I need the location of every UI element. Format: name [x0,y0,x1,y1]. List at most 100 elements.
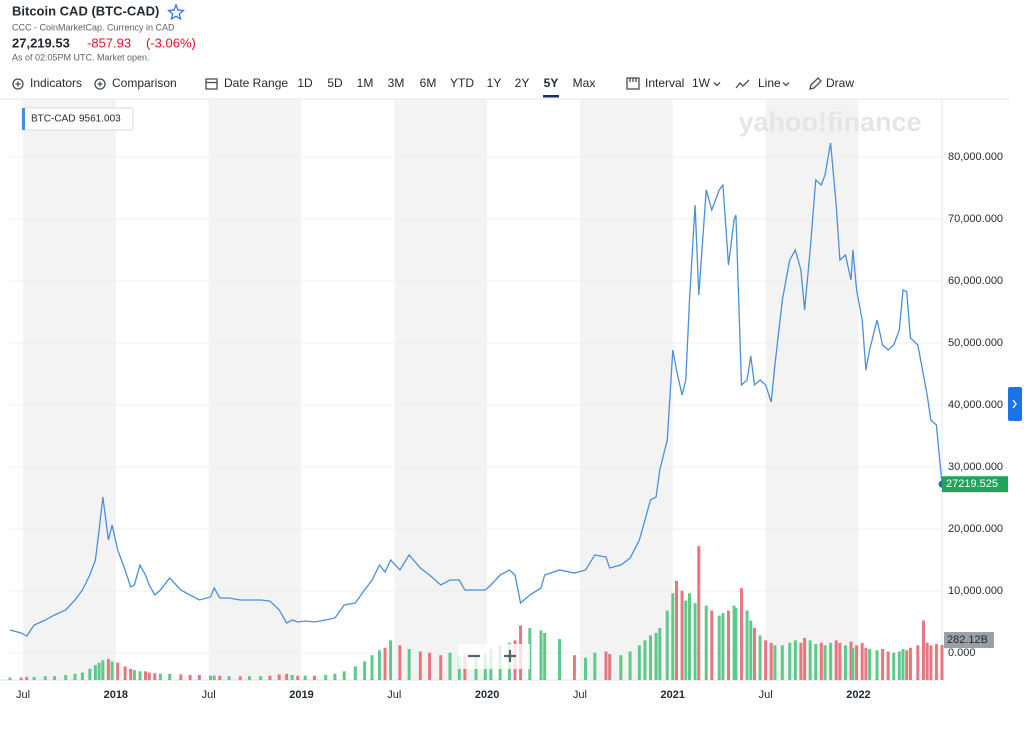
volume-bar [829,642,833,680]
volume-bar [93,665,97,680]
period-band [579,100,673,680]
date-range-button[interactable]: Date Range [224,76,288,90]
y-tick-label: 50,000.000 [948,337,1003,349]
volume-bar [558,639,562,680]
side-panel-tab[interactable] [1008,387,1022,421]
volume-bar [342,671,346,680]
volume-bar [769,642,773,680]
volume-bar [732,605,736,680]
volume-bar [793,640,797,680]
volume-bar [303,675,307,680]
volume-bar [875,650,879,680]
volume-bar [153,673,157,680]
volume-bar [643,640,647,680]
draw-button[interactable]: Draw [826,76,854,90]
range-button[interactable]: 6M [420,76,437,90]
range-button[interactable]: 3M [388,76,405,90]
interval-label[interactable]: Interval [645,76,684,90]
volume-bar [80,672,84,680]
x-tick-label: 2021 [661,689,685,701]
side-panel-arrow [1012,399,1017,409]
range-button[interactable]: YTD [450,76,474,90]
volume-bar [604,651,608,680]
volume-bar [147,672,151,680]
volume-bar [539,630,543,680]
range-button[interactable]: 5Y [544,76,559,90]
change: -857.93 [87,35,131,50]
calendar-icon [205,78,218,90]
volume-bar [247,676,251,680]
last-price-label: 27219.525 [946,478,998,490]
volume-bar [428,652,432,680]
zoom-in[interactable] [504,650,516,662]
y-tick-label: 80,000.000 [948,151,1003,163]
volume-bar [799,642,803,680]
volume-bar [25,676,29,680]
legend-value: 9561.003 [79,114,121,125]
volume-bar [734,608,738,680]
indicators-button[interactable]: Indicators [30,76,82,90]
volume-bar [188,675,192,680]
volume-bar [940,645,944,680]
legend-swatch [22,108,25,130]
volume-bar [934,644,938,680]
volume-bar [834,640,838,680]
range-button[interactable]: 5D [327,76,343,90]
volume-bar [407,649,411,680]
volume-bar [370,655,374,680]
comparison-button[interactable]: Comparison [112,76,177,90]
x-tick-label: 2022 [846,689,870,701]
subtitle: CCC - CoinMarketCap. Currency in CAD [12,22,175,32]
volume-bar [749,620,753,680]
volume-bar [851,647,855,680]
volume-bar [363,661,367,680]
range-button[interactable]: 1M [357,76,374,90]
volume-bar [106,658,110,680]
interval-value[interactable]: 1W [692,76,711,90]
volume-bar [881,649,885,680]
volume-bar [803,637,807,680]
volume-bar [324,675,328,680]
volume-bar [43,676,47,680]
volume-bar [88,668,92,680]
y-tick-label: 40,000.000 [948,399,1003,411]
watchlist-star[interactable] [167,3,185,21]
volume-bar [849,641,853,680]
range-button[interactable]: 1D [297,76,313,90]
volume-bar [901,649,905,680]
volume-bar [290,675,294,680]
volume-bar [704,605,708,680]
volume-box [944,632,994,649]
volume-bar [209,675,213,680]
volume-bar [238,676,242,680]
volume-bar [116,662,120,680]
volume-bar [353,666,357,680]
volume-bar [123,666,127,680]
volume-bar [333,673,337,680]
range-button[interactable]: 1Y [487,76,502,90]
volume-bar [710,610,714,680]
volume-bar [892,652,896,680]
volume-bar [671,593,675,680]
range-button[interactable]: Max [573,76,596,90]
volume-bar [53,676,57,680]
volume-bar [259,676,263,680]
volume-bar [758,635,762,680]
plot: 27219.525 282.12B [9,142,1008,649]
volume-bar [608,653,612,680]
volume-bar [377,650,381,680]
volume-bar [64,675,68,680]
range-button[interactable]: 2Y [515,76,530,90]
period-band [208,100,302,680]
volume-bar [439,655,443,680]
volume-bar [285,673,289,680]
volume-bar [277,674,281,680]
comparison-icon [97,81,103,87]
volume-bar [819,642,823,680]
chart-type-button[interactable]: Line [758,76,781,90]
comparison-icon [94,78,106,90]
x-tick-label: Jul [573,689,587,701]
volume-bar [179,674,183,680]
x-tick-label: Jul [202,689,216,701]
